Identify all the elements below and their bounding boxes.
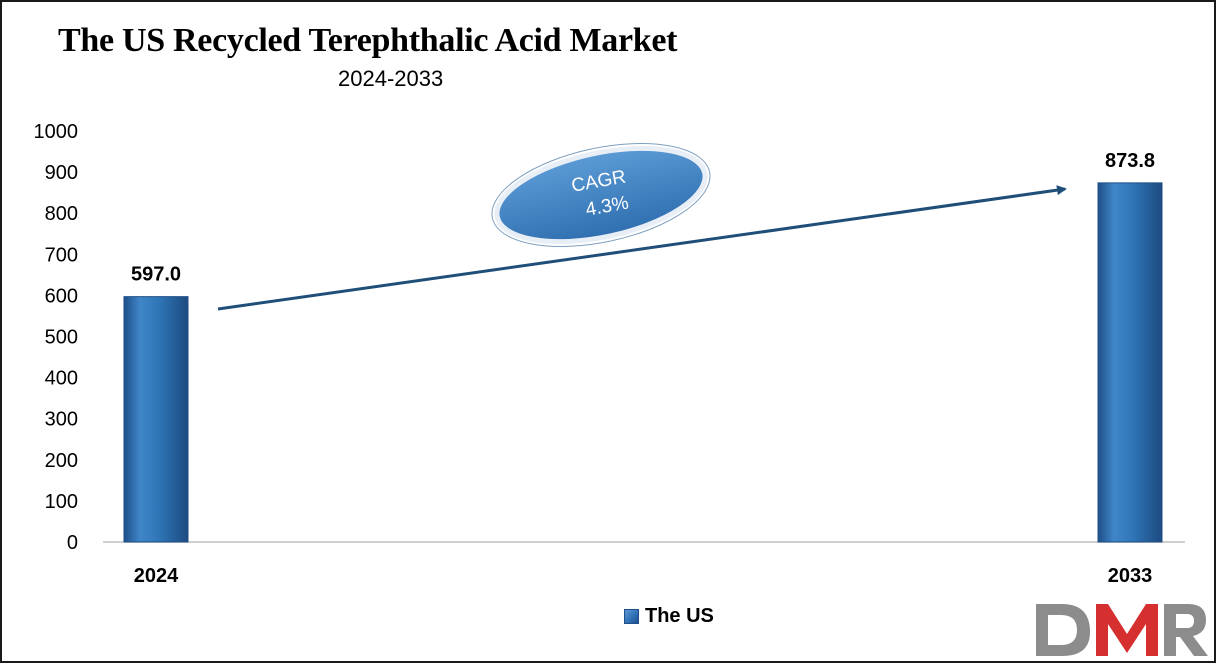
y-tick-label: 600 (45, 285, 78, 307)
y-tick-label: 800 (45, 203, 78, 225)
y-tick-label: 300 (45, 409, 78, 431)
y-tick-label: 0 (67, 532, 78, 554)
y-tick-label: 200 (45, 450, 78, 472)
chart-subtitle: 2024-2033 (338, 66, 444, 91)
dmr-logo-letters (1036, 604, 1208, 656)
legend-label: The US (645, 605, 714, 627)
data-label-2024: 597.0 (131, 264, 181, 286)
x-tick-label: 2033 (1108, 565, 1153, 587)
x-tick-label: 2024 (134, 565, 179, 587)
y-tick-label: 500 (45, 327, 78, 349)
legend: The US (624, 605, 714, 628)
bar-2024 (123, 296, 189, 543)
cagr-badge: CAGR 4.3% (491, 143, 711, 247)
cagr-arrow (217, 185, 1067, 311)
y-tick-label: 100 (45, 491, 78, 513)
y-tick-label: 900 (45, 162, 78, 184)
bars (123, 182, 1163, 543)
legend-swatch (624, 609, 639, 624)
x-axis: 2024 2033 (134, 565, 1153, 587)
y-tick-label: 1000 (34, 121, 79, 143)
y-axis: 0 100 200 300 400 500 600 700 800 900 1000 (34, 121, 79, 554)
data-label-2033: 873.8 (1105, 150, 1155, 172)
y-tick-label: 700 (45, 244, 78, 266)
dmr-logo (1036, 604, 1208, 656)
bar-2033 (1097, 182, 1163, 543)
chart-title: The US Recycled Terephthalic Acid Market (58, 22, 678, 59)
y-tick-label: 400 (45, 368, 78, 390)
data-labels: 597.0 873.8 (131, 150, 1155, 286)
